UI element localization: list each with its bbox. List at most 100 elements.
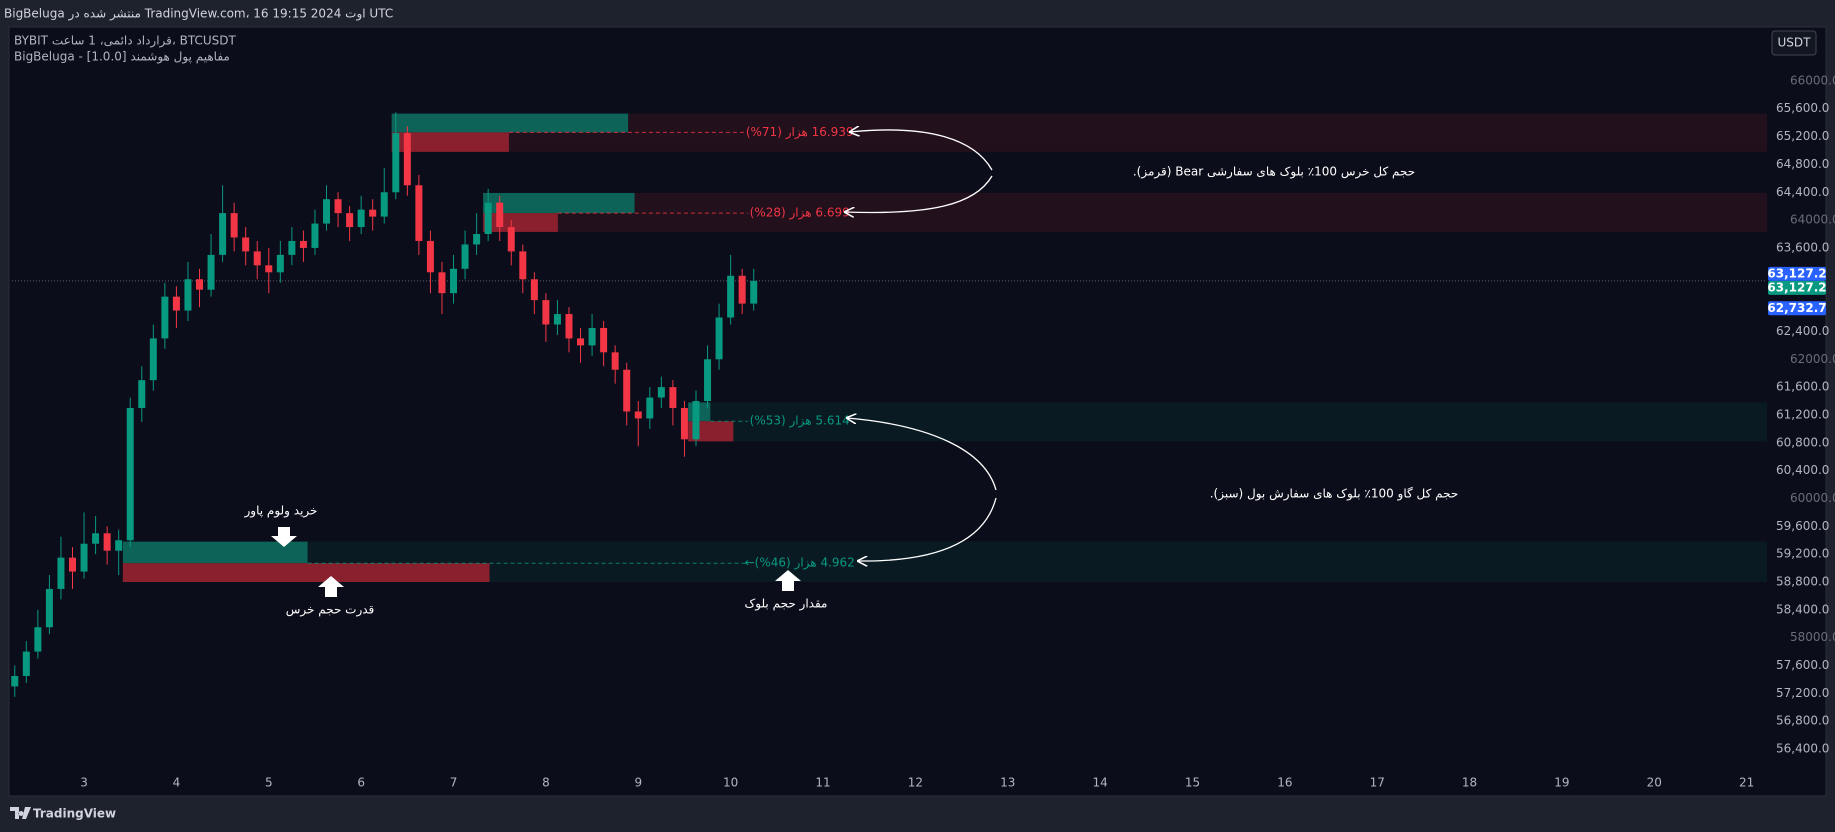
annotation-text: خرید ولوم پاور: [244, 504, 318, 519]
candle-body: [680, 408, 688, 440]
candle-body: [265, 265, 273, 273]
candle-body: [461, 244, 469, 269]
candle-body: [634, 411, 642, 419]
candle-body: [611, 352, 619, 370]
indicator-text: BigBeluga - مفاهیم پول هوشمند [1.0.0]: [14, 50, 230, 65]
block-arrow-down: [271, 527, 297, 547]
y-tick-label: 65,600.0: [1776, 101, 1829, 115]
candle-body: [161, 296, 169, 339]
annotation-arrow: [858, 497, 997, 561]
x-tick-label: 13: [1000, 776, 1015, 790]
order-block-zone: [688, 402, 1767, 442]
price-badge-label: 63,127.2: [1767, 266, 1826, 280]
annotation-text: مقدار حجم بلوک: [745, 597, 828, 612]
candle-body: [542, 300, 550, 325]
order-block-zone: [483, 192, 1767, 232]
x-tick-label: 12: [908, 776, 923, 790]
candle-body: [69, 557, 77, 572]
y-tick-label: 58,800.0: [1776, 574, 1829, 588]
y-tick-label: 57,200.0: [1776, 686, 1829, 700]
y-minor-tick-label: 58000.0: [1790, 630, 1835, 644]
x-tick-label: 4: [173, 776, 181, 790]
y-tick-label: 60,400.0: [1776, 463, 1829, 477]
x-tick-label: 10: [723, 776, 738, 790]
candle-body: [380, 192, 388, 217]
x-tick-label: 5: [265, 776, 273, 790]
bottom-bar: [0, 797, 1835, 832]
zone-volume-label: 16.939 هزار (71%): [746, 125, 854, 140]
y-minor-tick-label: 62000.0: [1790, 352, 1835, 366]
y-minor-tick-label: 64000.0: [1790, 213, 1835, 227]
y-tick-label: 63,600.0: [1776, 240, 1829, 254]
candle-body: [334, 199, 342, 214]
candle-body: [311, 223, 319, 248]
candle-body: [646, 397, 654, 419]
candle-body: [323, 199, 331, 224]
y-tick-label: 56,800.0: [1776, 714, 1829, 728]
y-tick-label: 61,200.0: [1776, 407, 1829, 421]
candle-body: [438, 272, 446, 294]
candle-body: [172, 296, 180, 311]
candle-body: [553, 314, 561, 325]
candle-body: [657, 387, 665, 398]
candle-body: [207, 254, 215, 290]
candle-body: [565, 314, 573, 339]
candle-body: [230, 213, 238, 238]
candle-body: [519, 251, 527, 280]
candle-body: [253, 251, 261, 266]
y-tick-label: 59,200.0: [1776, 547, 1829, 561]
candle-body: [288, 240, 296, 255]
symbol-text: BYBIT قرارداد دائمی، 1 ساعت، BTCUSDT: [14, 34, 236, 49]
candle-body: [692, 401, 700, 440]
price-badge-label: 63,127.2: [1767, 280, 1826, 294]
candle-body: [600, 327, 608, 353]
annotation-arrow: [847, 418, 997, 491]
annotation-arrow: [845, 175, 993, 213]
candle-body: [34, 627, 42, 652]
x-tick-label: 6: [357, 776, 365, 790]
buy-volume-bar: [391, 113, 629, 133]
x-tick-label: 18: [1462, 776, 1477, 790]
price-badge: [1768, 280, 1826, 295]
x-tick-label: 9: [634, 776, 642, 790]
zone-volume-label: 4.962 هزار (46%)←: [745, 556, 855, 571]
currency-button[interactable]: [1771, 30, 1817, 56]
buy-volume-bar: [122, 541, 308, 564]
y-minor-tick-label: 60000.0: [1790, 491, 1835, 505]
candle-body: [276, 254, 284, 273]
candle-body: [22, 651, 30, 676]
x-tick-label: 7: [450, 776, 458, 790]
published-text: BigBeluga منتشر شده در TradingView.com، …: [4, 7, 393, 22]
y-tick-label: 56,400.0: [1776, 742, 1829, 756]
candle-body: [403, 133, 411, 186]
candle-body: [184, 279, 192, 311]
x-tick-label: 20: [1647, 776, 1662, 790]
y-tick-label: 60,800.0: [1776, 435, 1829, 449]
plot-layer: 16.939 هزار (71%) 6.699 هزار (28%) 5.614 ه…: [11, 112, 1768, 697]
candle-body: [80, 543, 88, 572]
candle-body: [57, 557, 65, 589]
candle-body: [115, 540, 123, 551]
candle-body: [149, 338, 157, 381]
y-tick-label: 59,600.0: [1776, 519, 1829, 533]
annotation-arrow: [850, 130, 993, 171]
currency-text[interactable]: USDT: [1778, 36, 1812, 50]
annotation-text: حجم کل گاو 100٪ بلوک های سفارش بول (سبز)…: [1210, 487, 1459, 502]
x-tick-label: 8: [542, 776, 550, 790]
y-tick-label: 61,600.0: [1776, 380, 1829, 394]
candle-body: [727, 275, 735, 318]
price-badge-label: 62,732.7: [1767, 301, 1826, 315]
y-tick-label: 64,800.0: [1776, 157, 1829, 171]
brand-logo: [10, 807, 31, 819]
y-tick-label: 62,400.0: [1776, 324, 1829, 338]
sell-volume-bar: [122, 563, 490, 582]
candle-body: [484, 202, 492, 235]
buy-volume-bar: [483, 192, 635, 214]
candle-body: [103, 533, 111, 551]
candle-body: [219, 213, 227, 255]
x-tick-label: 14: [1092, 776, 1107, 790]
y-tick-label: 65,200.0: [1776, 129, 1829, 143]
x-tick-label: 3: [80, 776, 88, 790]
brand-text: TradingView: [33, 807, 116, 821]
candle-body: [392, 133, 400, 193]
